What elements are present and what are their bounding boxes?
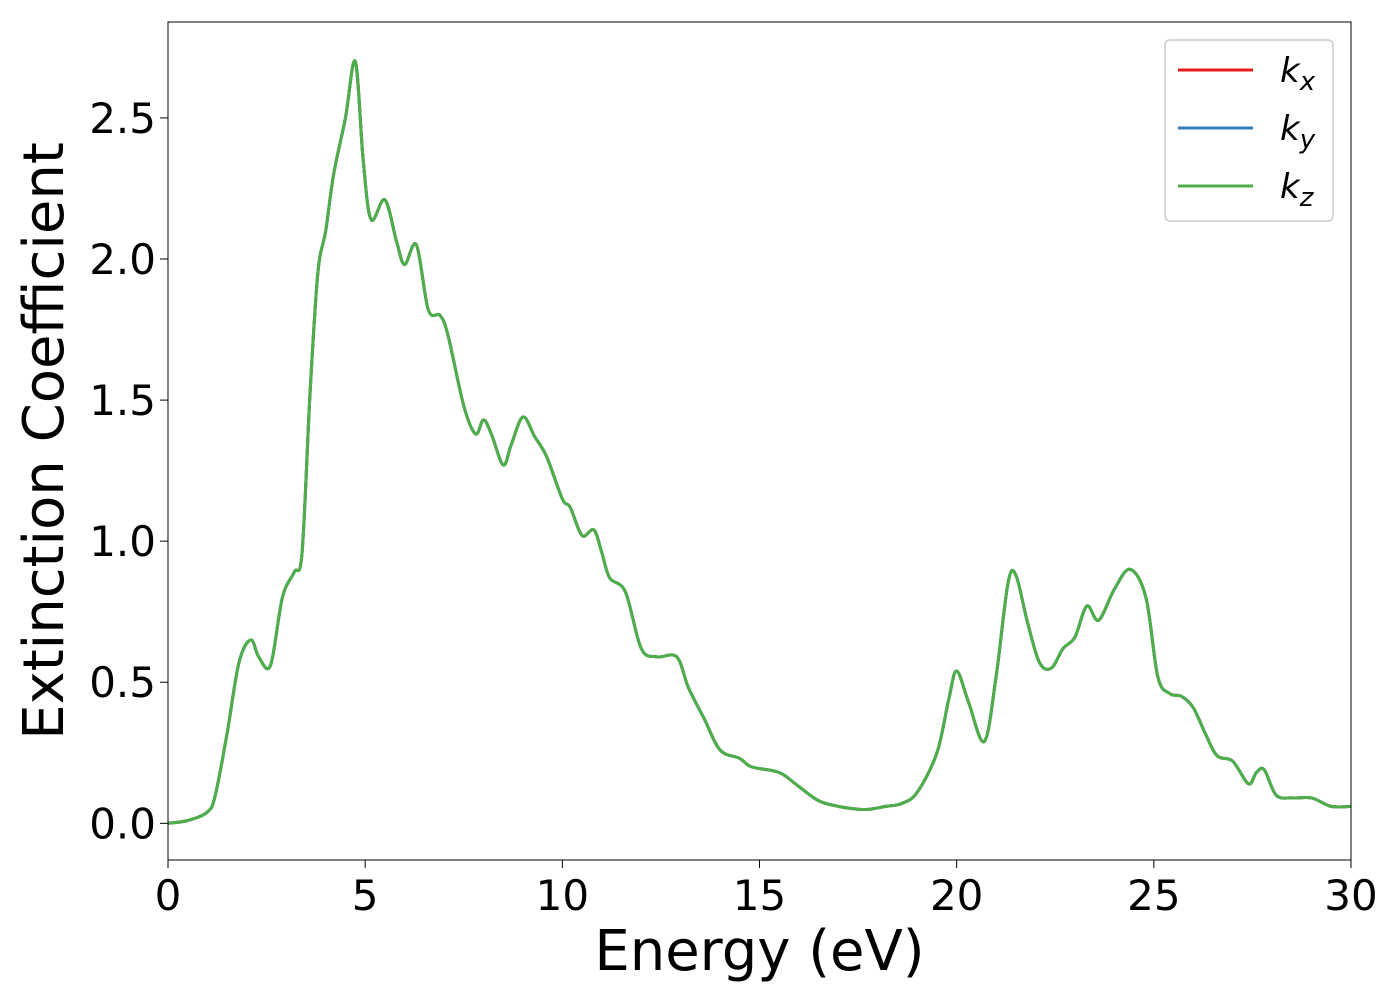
legend: kx ky kz: [1164, 39, 1334, 222]
y-axis-label: Extinction Coefficient: [12, 142, 77, 740]
y-tick-label: 1.0: [89, 517, 156, 566]
series-curves: [168, 59, 1351, 825]
y-tick-label: 2.5: [89, 94, 156, 143]
x-axis-label: Energy (eV): [594, 919, 924, 984]
x-tick-label: 0: [155, 871, 182, 920]
legend-label-kx: kx: [1280, 51, 1316, 97]
x-tick-label: 25: [1127, 871, 1180, 920]
legend-label-ky: ky: [1280, 109, 1316, 155]
x-tick-label: 20: [930, 871, 983, 920]
y-tick-label: 0.5: [89, 658, 156, 707]
legend-label-kz: kz: [1280, 167, 1315, 213]
legend-box: [1164, 39, 1334, 222]
series-line-kz: [168, 59, 1351, 825]
x-tick-label: 10: [536, 871, 589, 920]
y-tick-label: 1.5: [89, 376, 156, 425]
x-tick-label: 5: [352, 871, 379, 920]
x-axis: 0 5 10 15 20 25 30: [155, 860, 1378, 920]
y-tick-label: 2.0: [89, 235, 156, 284]
x-tick-label: 15: [733, 871, 786, 920]
y-tick-label: 0.0: [89, 799, 156, 848]
x-tick-label: 30: [1324, 871, 1377, 920]
y-axis: 0.0 0.5 1.0 1.5 2.0 2.5: [89, 94, 168, 848]
